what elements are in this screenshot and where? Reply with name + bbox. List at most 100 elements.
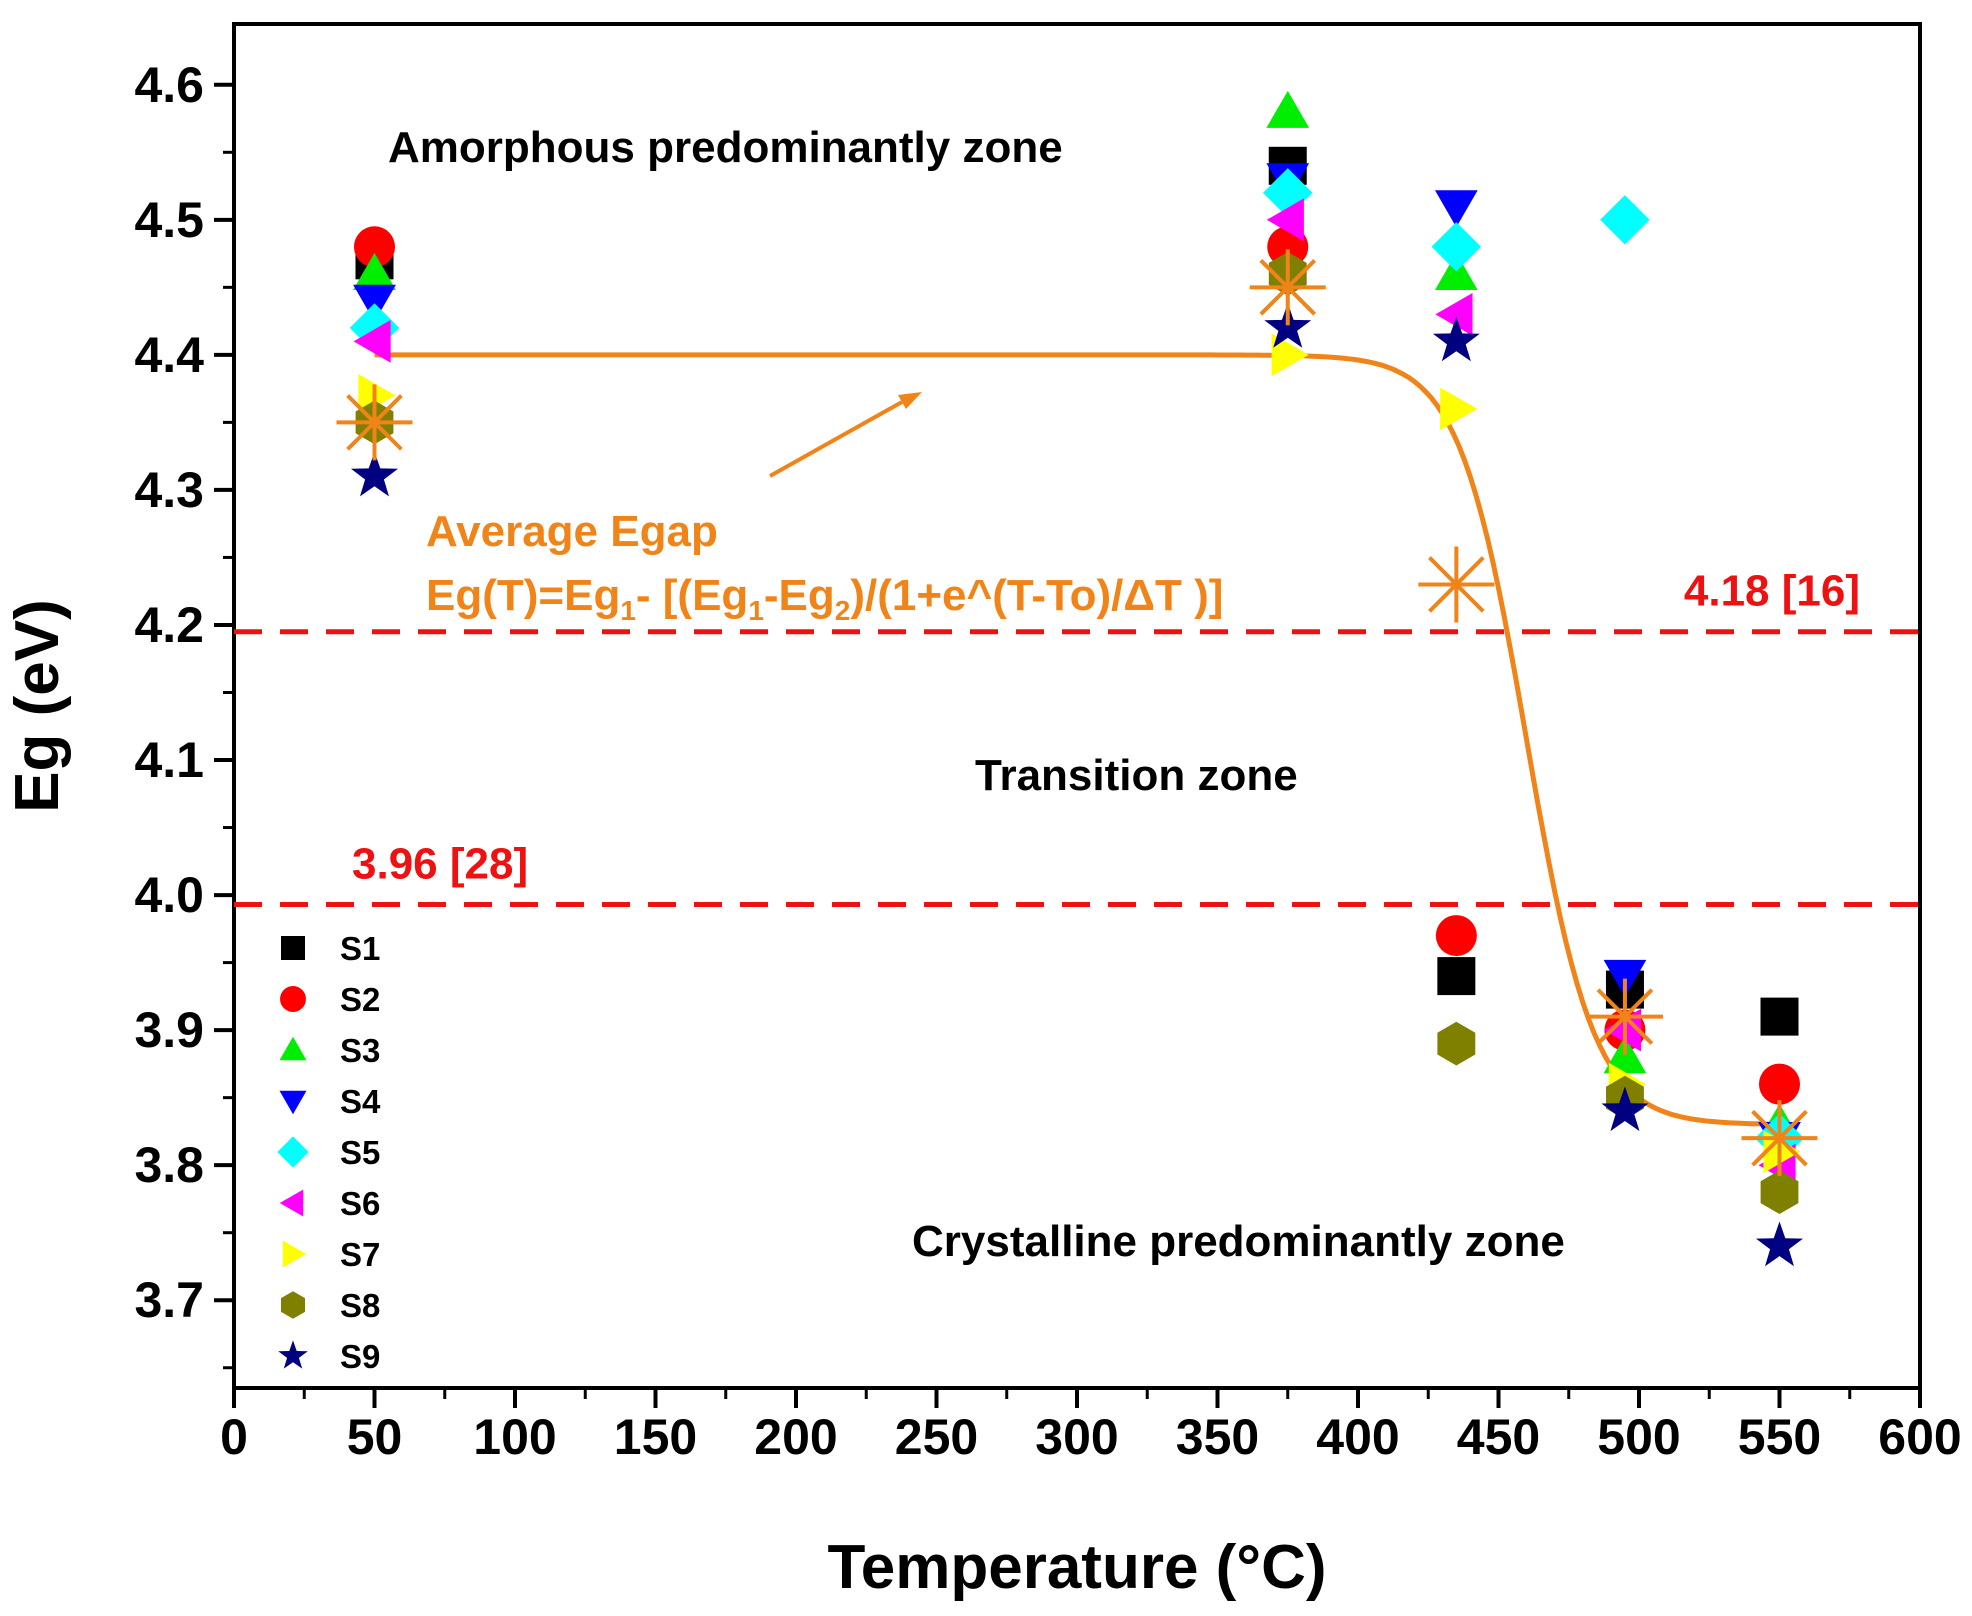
x-tick-label: 300	[1035, 1409, 1118, 1465]
formula-part-b: - [(Eg	[636, 571, 748, 620]
point-s6	[353, 320, 391, 363]
y-tick-label: 3.8	[134, 1137, 204, 1193]
formula-sub-1: 1	[620, 595, 636, 626]
point-s1	[1437, 957, 1476, 996]
point-average	[1741, 1100, 1818, 1177]
x-tick-label: 100	[473, 1409, 556, 1465]
points-layer	[336, 90, 1818, 1267]
formula-part-a: Eg(T)=Eg	[426, 571, 620, 620]
x-tick-label: 450	[1457, 1409, 1540, 1465]
y-tick-label: 4.4	[134, 327, 204, 383]
x-tick-label: 200	[754, 1409, 837, 1465]
formula-sub-3: 2	[835, 595, 851, 626]
point-s2	[1758, 1063, 1801, 1105]
x-tick-label: 350	[1176, 1409, 1259, 1465]
legend-marker-s8	[281, 1291, 305, 1319]
point-s6	[1435, 293, 1473, 336]
crystalline-zone-label: Crystalline predominantly zone	[912, 1217, 1565, 1266]
point-s9	[1264, 303, 1312, 348]
point-s8	[1760, 1170, 1799, 1214]
y-tick-label: 4.0	[134, 867, 204, 923]
legend-marker-s7	[282, 1240, 307, 1268]
x-tick-label: 550	[1738, 1409, 1821, 1465]
point-average-stroke	[1751, 1109, 1808, 1167]
y-tick-label: 4.1	[134, 732, 204, 788]
y-tick-label: 4.3	[134, 462, 204, 518]
point-s2	[353, 226, 396, 268]
point-s3	[353, 252, 396, 290]
x-tick-label: 150	[614, 1409, 697, 1465]
point-s3	[1603, 1036, 1647, 1074]
legend: S1 S2 S3 S4 S5 S6 S7 S8 S9	[277, 930, 381, 1375]
point-average-stroke	[1596, 988, 1654, 1045]
legend-label-s8: S8	[340, 1287, 380, 1324]
reference-label: 4.18 [16]	[1684, 567, 1860, 616]
point-average	[1418, 546, 1495, 623]
reference-label: 3.96 [28]	[352, 840, 528, 889]
y-axis-title: Eg (eV)	[3, 599, 72, 813]
fit-arrow-shaft	[769, 400, 903, 478]
legend-marker-s1	[281, 936, 305, 960]
plot-frame	[232, 22, 1922, 1390]
point-average-stroke	[1259, 259, 1317, 316]
fit-curve	[374, 352, 1780, 1127]
legend-label-s4: S4	[340, 1083, 381, 1120]
x-tick-label: 400	[1316, 1409, 1399, 1465]
fit-arrow-head	[898, 392, 922, 409]
axes-layer: 0 50 100 150 200 250 300 350 400 450 500 550 600 3.7 3…	[134, 57, 1961, 1465]
point-s3	[1266, 90, 1310, 128]
legend-marker-s3	[279, 1036, 307, 1061]
point-s9	[1432, 316, 1480, 362]
reference-lines: 4.18 [16] 3.96 [28]	[234, 567, 1920, 908]
point-average	[336, 384, 413, 461]
legend-marker-s4	[279, 1090, 307, 1115]
formula-sub-2: 1	[748, 595, 764, 626]
legend-label-s5: S5	[340, 1134, 380, 1171]
y-tick-label: 4.2	[134, 597, 204, 653]
fit-curve-layer	[374, 352, 1780, 1127]
y-tick-label: 4.6	[134, 57, 204, 113]
point-s9	[351, 451, 398, 497]
legend-marker-s5	[277, 1136, 309, 1168]
point-s7	[1763, 1130, 1801, 1174]
point-s5	[1600, 195, 1650, 245]
point-s7	[1440, 387, 1478, 431]
y-tick-label: 3.9	[134, 1002, 204, 1058]
point-average	[1249, 249, 1326, 326]
point-s2	[1435, 915, 1477, 957]
point-average	[1586, 978, 1663, 1055]
x-tick-label: 500	[1597, 1409, 1680, 1465]
point-s9	[1756, 1221, 1803, 1267]
point-s9	[1601, 1086, 1649, 1132]
x-axis-title: Temperature (°C)	[827, 1533, 1326, 1602]
legend-label-s6: S6	[340, 1185, 380, 1222]
point-s4	[1603, 959, 1647, 997]
legend-label-s7: S7	[340, 1236, 380, 1273]
formula-part-d: )/(1+e^(T-To)/ΔT )]	[850, 571, 1223, 620]
x-tick-label: 50	[347, 1409, 403, 1465]
point-s6	[1266, 198, 1304, 242]
average-egap-label: Average Egap	[426, 507, 718, 556]
legend-marker-s2	[280, 986, 306, 1012]
x-tick-label: 0	[220, 1409, 248, 1465]
point-s7	[1271, 333, 1309, 377]
legend-marker-s6	[279, 1189, 304, 1217]
legend-label-s2: S2	[340, 981, 380, 1018]
fit-formula: Eg(T)=Eg1- [(Eg1-Eg2)/(1+e^(T-To)/ΔT )]	[426, 571, 1223, 626]
legend-label-s3: S3	[340, 1032, 380, 1069]
legend-marker-s9	[278, 1340, 308, 1369]
fit-arrow	[769, 392, 922, 478]
legend-label-s9: S9	[340, 1338, 380, 1375]
amorphous-zone-label: Amorphous predominantly zone	[388, 123, 1063, 172]
point-s1	[1760, 997, 1799, 1036]
x-tick-label: 250	[895, 1409, 978, 1465]
point-s6	[1604, 1008, 1642, 1052]
x-tick-label: 600	[1878, 1409, 1961, 1465]
point-average-stroke	[346, 394, 403, 451]
y-tick-label: 4.5	[134, 192, 204, 248]
point-s4	[1435, 190, 1478, 228]
point-s8	[1437, 1021, 1476, 1066]
transition-zone-label: Transition zone	[975, 751, 1298, 800]
legend-label-s1: S1	[340, 930, 380, 967]
